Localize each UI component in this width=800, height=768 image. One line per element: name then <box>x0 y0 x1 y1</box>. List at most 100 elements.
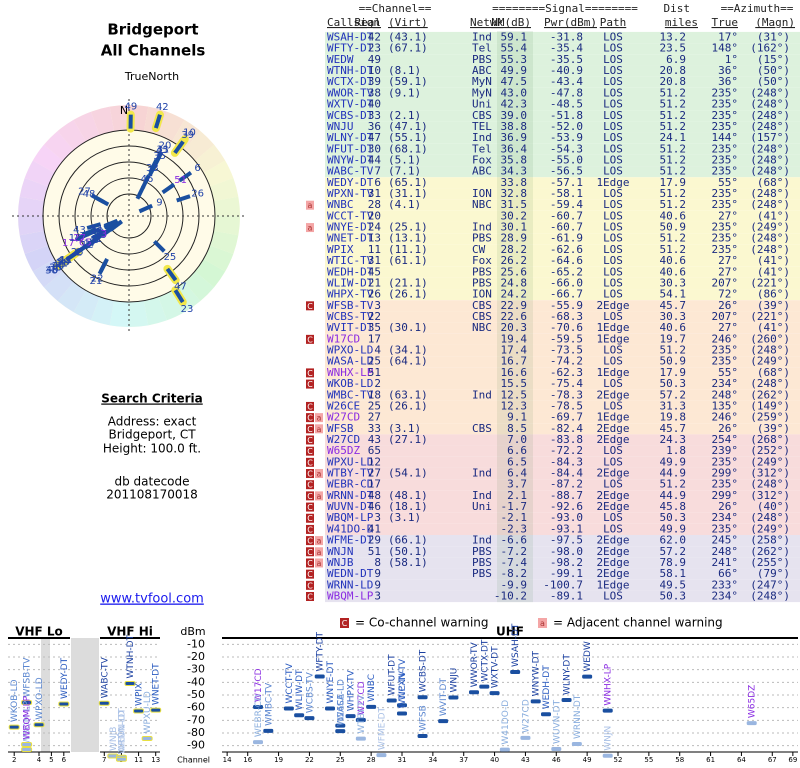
cell-nm: 7.0 <box>507 433 527 446</box>
site-link[interactable]: www.tvfool.com <box>100 592 204 607</box>
polar-label: 7 <box>57 259 63 270</box>
warning-letter: C <box>307 537 313 546</box>
cell-dist: 45.7 <box>660 299 687 312</box>
polar-signal <box>135 185 146 200</box>
polar-signal <box>98 258 109 273</box>
polar-label: 2 <box>76 247 82 258</box>
cell-path: LOS <box>603 165 623 178</box>
cell-dist: 51.2 <box>660 142 687 155</box>
polar-sector <box>91 296 115 326</box>
polar-label: 26 <box>191 189 204 200</box>
warning-box <box>306 368 314 378</box>
signal-label: WPIX <box>135 683 145 706</box>
polar-sector <box>109 300 129 327</box>
signal-mark <box>469 690 479 695</box>
x-tick-label: 58 <box>675 756 684 764</box>
gap-band <box>71 638 99 752</box>
x-tick-label: 22 <box>305 756 314 764</box>
cell-nm: 25.6 <box>501 265 528 278</box>
cell-netwk: Ind <box>472 131 492 144</box>
cell-pwr: -93.1 <box>550 522 583 535</box>
polar-label: 20 <box>159 140 172 151</box>
signal-mark <box>386 698 397 703</box>
polar-label: 13 <box>59 256 72 267</box>
cell-az-true: 27° <box>718 321 738 334</box>
signal-mark <box>355 736 366 741</box>
row-bg <box>325 210 800 222</box>
cell-dist: 24.1 <box>660 131 687 144</box>
signal-mark <box>448 695 459 700</box>
cell-nm: 3.7 <box>507 478 527 491</box>
row-bg <box>325 557 800 569</box>
cell-callsign: WPXO-LD <box>327 344 373 357</box>
row-bg <box>325 311 800 323</box>
x-tick-label: 2 <box>12 756 16 764</box>
polar-label: 28 <box>56 257 69 268</box>
cell-virt: (3.1) <box>388 511 421 524</box>
cell-pwr: -87.2 <box>550 478 583 491</box>
warning-box <box>306 334 314 344</box>
x-tick-label: 11 <box>134 756 143 764</box>
cell-nm: -2.3 <box>501 522 528 535</box>
polar-label: 12 <box>81 240 94 251</box>
cell-path: 2Edge <box>596 467 629 480</box>
cell-callsign: WNBC <box>327 198 354 211</box>
polar-signal <box>91 229 106 240</box>
warning-letter: C <box>307 593 313 602</box>
cell-pwr: -35.4 <box>550 42 583 55</box>
signal-label: WLIW-DT <box>295 669 305 710</box>
cell-path: LOS <box>603 64 623 77</box>
signal-mark <box>253 705 263 710</box>
cell-az-magn: (41°) <box>757 265 790 278</box>
cell-nm: 17.4 <box>501 344 528 357</box>
row-bg <box>325 568 800 580</box>
cell-path: 2Edge <box>596 388 629 401</box>
cell-pwr: -58.1 <box>550 187 583 200</box>
y-tick-label: -70 <box>187 713 205 726</box>
polar-label: 17 <box>62 238 75 249</box>
row-bg <box>325 65 800 77</box>
cell-az-magn: (41°) <box>757 254 790 267</box>
cell-pwr: -55.0 <box>550 153 583 166</box>
cell-az-true: 148° <box>712 42 739 55</box>
cell-pwr: -93.0 <box>550 511 583 524</box>
signal-mark <box>602 708 613 713</box>
cell-nm: -6.6 <box>501 534 528 547</box>
cell-dist: 20.8 <box>660 75 687 88</box>
cell-real: 51 <box>368 366 381 379</box>
cell-az-magn: (312°) <box>750 489 790 502</box>
cell-nm: 36.4 <box>501 142 528 155</box>
row-bg <box>325 289 800 301</box>
cell-callsign: WNET-DT <box>327 232 374 245</box>
warning-letter: C <box>307 458 313 467</box>
cell-path: LOS <box>603 355 623 368</box>
cell-dist: 51.2 <box>660 198 687 211</box>
polar-signal <box>109 219 123 232</box>
cell-dist: 24.3 <box>660 433 687 446</box>
warning-box <box>306 480 314 490</box>
cell-nm: -1.7 <box>501 500 528 513</box>
warning-letter: C <box>307 302 313 311</box>
x-tick-label: 31 <box>398 756 407 764</box>
signal-mark <box>561 697 572 702</box>
warning-box <box>306 379 314 389</box>
cell-nm: 36.9 <box>501 131 528 144</box>
cell-az-true: 1° <box>725 53 738 66</box>
cell-virt: (21.1) <box>388 276 428 289</box>
cell-netwk: Ind <box>472 489 492 502</box>
cell-netwk: PBS <box>472 545 492 558</box>
signal-mark <box>520 735 531 740</box>
cell-netwk: PBS <box>472 556 492 569</box>
cell-virt: (64.1) <box>388 355 428 368</box>
signal-mark <box>283 706 294 711</box>
polar-label: 31 <box>156 145 169 156</box>
signal-label: WCBS-TV <box>305 671 315 713</box>
polar-label: 39 <box>181 130 194 141</box>
cell-real: 17 <box>368 332 381 345</box>
cell-real: 13 <box>368 232 381 245</box>
cell-dist: 51.2 <box>660 165 687 178</box>
polar-sector <box>143 296 167 326</box>
cell-az-true: 235° <box>712 86 739 99</box>
x-tick-label: 43 <box>521 756 530 764</box>
title: Bridgeport <box>107 21 198 39</box>
